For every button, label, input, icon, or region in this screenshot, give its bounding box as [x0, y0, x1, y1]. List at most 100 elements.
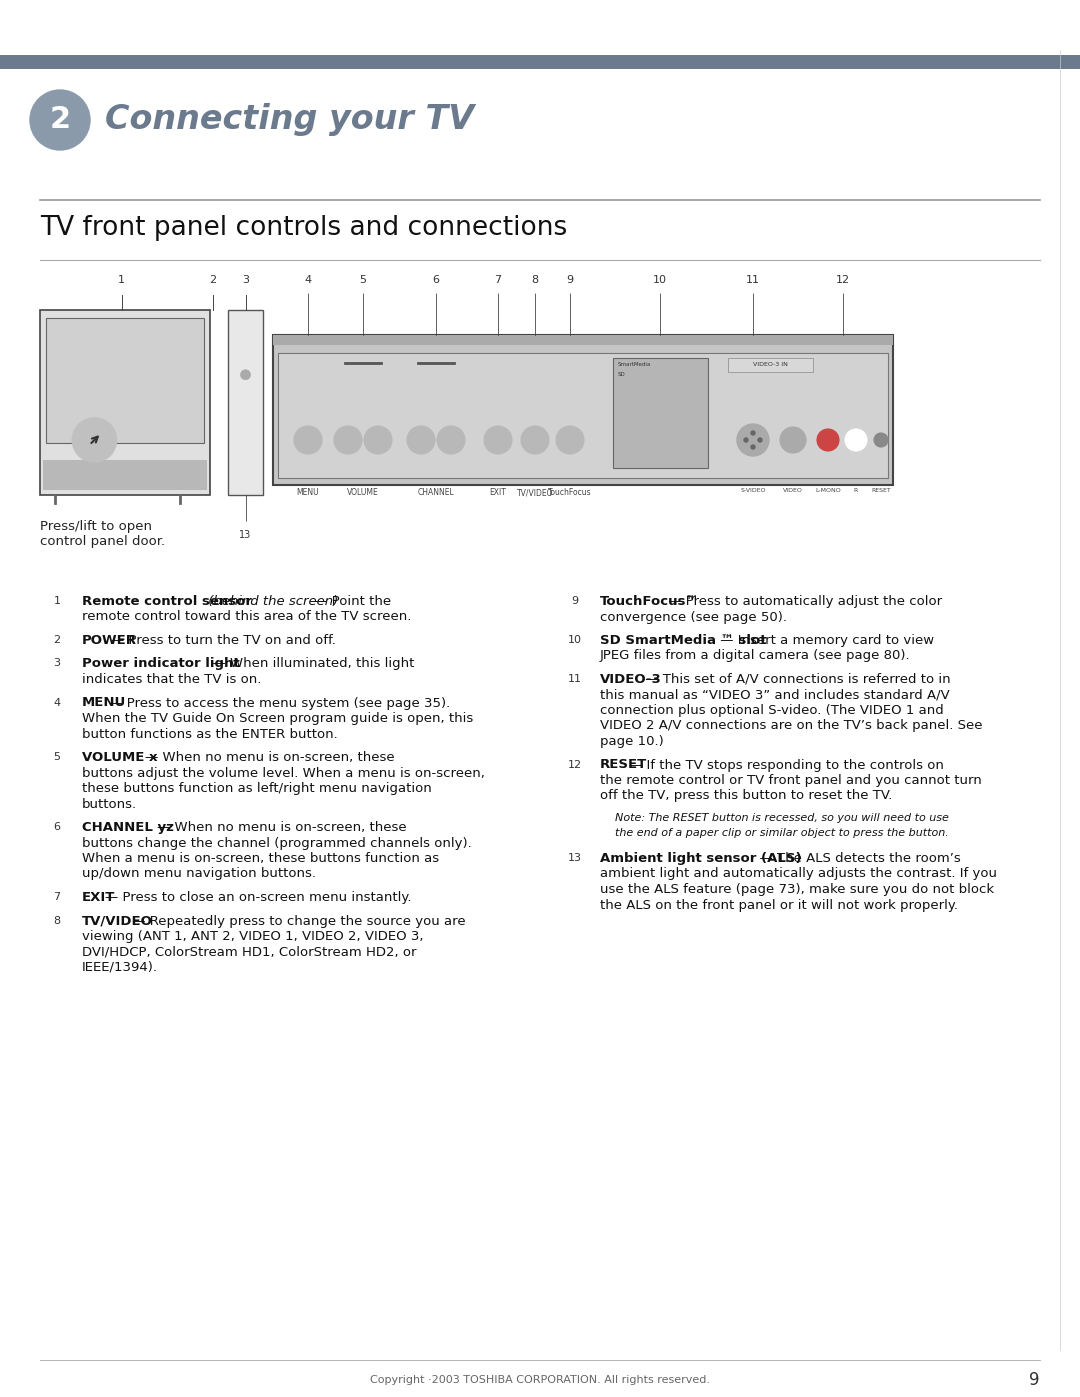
Text: VOLUME x: VOLUME x [82, 752, 158, 764]
Text: 13: 13 [240, 529, 252, 541]
Text: R: R [854, 488, 859, 493]
Text: — Point the: — Point the [310, 595, 391, 608]
Text: (behind the screen): (behind the screen) [204, 595, 338, 608]
Text: EXIT: EXIT [82, 891, 116, 904]
Bar [0, 54, 1080, 68]
Text: — When illuminated, this light: — When illuminated, this light [204, 658, 414, 671]
Text: use the ALS feature (page 73), make sure you do not block: use the ALS feature (page 73), make sure… [600, 883, 994, 895]
Text: — Press to close an on-screen menu instantly.: — Press to close an on-screen menu insta… [105, 891, 411, 904]
Text: — Press to turn the TV on and off.: — Press to turn the TV on and off. [111, 634, 336, 647]
Text: CHANNEL: CHANNEL [418, 488, 455, 497]
Text: 9: 9 [566, 275, 573, 285]
Text: 10: 10 [653, 275, 667, 285]
Circle shape [816, 429, 839, 451]
Circle shape [295, 267, 321, 293]
Text: 8: 8 [53, 915, 60, 925]
Text: indicates that the TV is on.: indicates that the TV is on. [82, 673, 261, 686]
Circle shape [46, 886, 68, 908]
Circle shape [334, 426, 362, 454]
Circle shape [232, 522, 258, 548]
Text: RESET: RESET [600, 759, 647, 771]
Text: 2: 2 [53, 636, 60, 645]
Circle shape [485, 267, 511, 293]
Text: IEEE/1394).: IEEE/1394). [82, 961, 158, 974]
Text: connection plus optional S-video. (The VIDEO 1 and: connection plus optional S-video. (The V… [600, 704, 944, 717]
Circle shape [831, 267, 856, 293]
Circle shape [350, 267, 376, 293]
Text: 4: 4 [53, 697, 60, 707]
Bar [273, 335, 893, 485]
Text: buttons change the channel (programmed channels only).: buttons change the channel (programmed c… [82, 837, 472, 849]
Circle shape [744, 439, 748, 441]
Text: buttons adjust the volume level. When a menu is on-screen,: buttons adjust the volume level. When a … [82, 767, 485, 780]
Text: SD: SD [618, 372, 625, 377]
Circle shape [521, 426, 549, 454]
Text: 11: 11 [746, 275, 760, 285]
Circle shape [647, 267, 673, 293]
Text: S-VIDEO: S-VIDEO [740, 488, 766, 493]
Circle shape [437, 426, 465, 454]
Text: viewing (ANT 1, ANT 2, VIDEO 1, VIDEO 2, VIDEO 3,: viewing (ANT 1, ANT 2, VIDEO 1, VIDEO 2,… [82, 930, 423, 943]
Text: 9: 9 [1029, 1370, 1040, 1389]
Text: VOLUME: VOLUME [347, 488, 379, 497]
Circle shape [200, 267, 226, 293]
Circle shape [564, 629, 586, 651]
Text: SmartMedia: SmartMedia [618, 362, 651, 367]
Text: this manual as “VIDEO 3” and includes standard A/V: this manual as “VIDEO 3” and includes st… [600, 689, 949, 701]
Circle shape [364, 426, 392, 454]
Circle shape [46, 816, 68, 838]
Text: these buttons function as left/right menu navigation: these buttons function as left/right men… [82, 782, 432, 795]
Circle shape [751, 432, 755, 434]
Text: RESET: RESET [872, 488, 891, 493]
Text: buttons.: buttons. [82, 798, 137, 810]
Text: — Repeatedly press to change the source you are: — Repeatedly press to change the source … [129, 915, 467, 928]
Text: 3: 3 [242, 275, 249, 285]
Text: — Press to automatically adjust the color: — Press to automatically adjust the colo… [664, 595, 942, 608]
Bar [278, 353, 888, 478]
Text: 5: 5 [54, 752, 60, 761]
Circle shape [109, 267, 135, 293]
Circle shape [72, 418, 117, 462]
Text: DVI/HDCP, ColorStream HD1, ColorStream HD2, or: DVI/HDCP, ColorStream HD1, ColorStream H… [82, 946, 417, 958]
Circle shape [751, 446, 755, 448]
Text: up/down menu navigation buttons.: up/down menu navigation buttons. [82, 868, 316, 880]
Text: JPEG files from a digital camera (see page 80).: JPEG files from a digital camera (see pa… [600, 650, 910, 662]
Circle shape [46, 629, 68, 651]
Text: TV/VIDEO: TV/VIDEO [82, 915, 153, 928]
Text: 4: 4 [305, 275, 311, 285]
Text: — Press to access the menu system (see page 35).: — Press to access the menu system (see p… [105, 697, 450, 710]
Text: VIDEO: VIDEO [783, 488, 802, 493]
Bar [228, 310, 264, 495]
Bar [43, 460, 207, 490]
Text: 3: 3 [54, 658, 60, 669]
Bar [40, 310, 210, 495]
Text: MENU: MENU [82, 697, 126, 710]
Text: 9: 9 [571, 597, 579, 606]
Circle shape [46, 590, 68, 612]
Text: L-MONO: L-MONO [815, 488, 841, 493]
Circle shape [737, 425, 769, 455]
Text: CHANNEL yz: CHANNEL yz [82, 821, 174, 834]
Text: When the TV Guide On Screen program guide is open, this: When the TV Guide On Screen program guid… [82, 712, 473, 725]
Text: VIDEO-3: VIDEO-3 [600, 673, 662, 686]
Text: 12: 12 [836, 275, 850, 285]
Text: EXIT: EXIT [489, 488, 507, 497]
Text: — If the TV stops responding to the controls on: — If the TV stops responding to the cont… [629, 759, 944, 771]
Text: Copyright ·2003 TOSHIBA CORPORATION. All rights reserved.: Copyright ·2003 TOSHIBA CORPORATION. All… [370, 1375, 710, 1384]
Circle shape [423, 267, 449, 293]
Text: off the TV, press this button to reset the TV.: off the TV, press this button to reset t… [600, 789, 892, 802]
Circle shape [46, 746, 68, 768]
Circle shape [758, 439, 762, 441]
Text: TouchFocus: TouchFocus [549, 488, 592, 497]
Text: Power indicator light: Power indicator light [82, 658, 240, 671]
Text: 5: 5 [360, 275, 366, 285]
Text: SD SmartMedia ™ slot: SD SmartMedia ™ slot [600, 634, 767, 647]
Text: 12: 12 [568, 760, 582, 770]
Text: — Insert a memory card to view: — Insert a memory card to view [716, 634, 934, 647]
Text: 2: 2 [50, 106, 70, 134]
Text: Connecting your TV: Connecting your TV [105, 103, 474, 137]
Text: Press/lift to open
control panel door.: Press/lift to open control panel door. [40, 520, 165, 548]
Circle shape [407, 426, 435, 454]
Circle shape [46, 909, 68, 932]
Circle shape [484, 426, 512, 454]
